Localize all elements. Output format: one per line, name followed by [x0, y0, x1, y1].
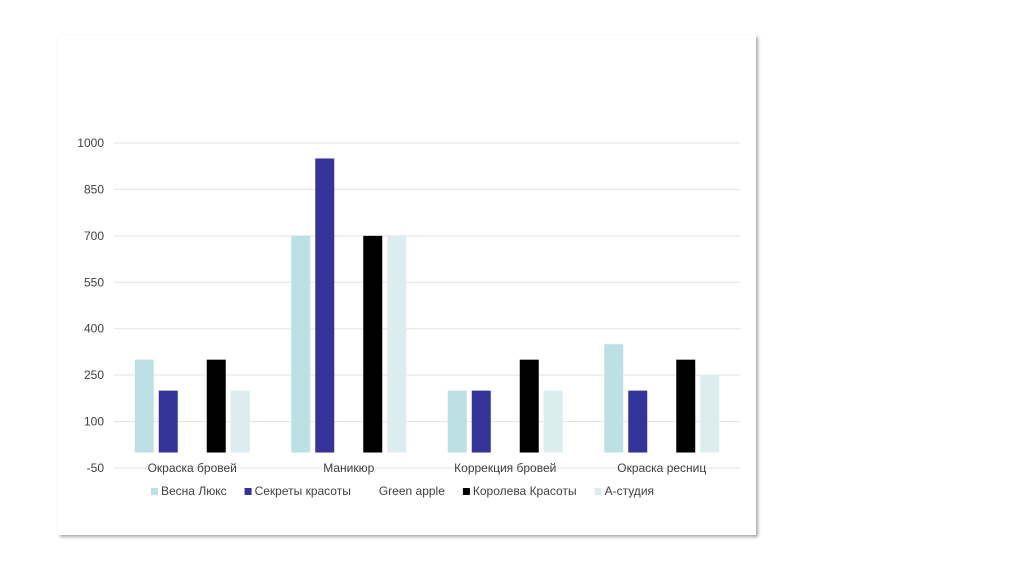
bar: [315, 158, 335, 453]
legend-swatch: [462, 488, 470, 495]
legend-swatch: [594, 488, 602, 495]
legend-item: Green apple: [368, 484, 445, 498]
legend-label: Секреты красоты: [255, 484, 351, 498]
legend-label: Весна Люкс: [161, 484, 227, 498]
legend-label: Green apple: [379, 484, 445, 498]
legend-item: А-студия: [594, 484, 654, 498]
bar: [700, 375, 720, 453]
y-tick-label: 250: [84, 368, 104, 382]
bar: [676, 359, 696, 453]
legend-item: Весна Люкс: [151, 484, 227, 498]
bar: [604, 344, 624, 453]
bar: [230, 390, 250, 453]
bar: [363, 235, 383, 453]
legend-swatch: [368, 488, 376, 495]
legend-item: Королева Красоты: [462, 484, 577, 498]
y-tick-label: 400: [84, 322, 104, 336]
bar: [447, 390, 467, 453]
x-category-label: Окраска бровей: [148, 461, 237, 475]
x-category-label: Маникюр: [323, 461, 374, 475]
bars: [134, 158, 720, 453]
x-axis-categories: Окраска бровей Маникюр Коррекция бровей Окр…: [148, 461, 707, 475]
legend-swatch: [244, 488, 252, 495]
bar: [387, 235, 407, 453]
bar: [158, 390, 178, 453]
bar: [471, 390, 491, 453]
bar: [628, 390, 648, 453]
legend-label: А-студия: [605, 484, 654, 498]
bar: [519, 359, 539, 453]
y-tick-label: -50: [87, 461, 105, 475]
legend-item: Секреты красоты: [244, 484, 351, 498]
bar: [291, 235, 311, 453]
y-axis-ticks: 1000 850 700 550 400 250 100 -50: [77, 136, 104, 475]
bar: [543, 390, 563, 453]
legend: Весна Люкс Секреты красоты Green apple Коро…: [151, 484, 654, 498]
x-category-label: Окраска ресниц: [617, 461, 706, 475]
x-category-label: Коррекция бровей: [454, 461, 556, 475]
y-tick-label: 850: [84, 182, 104, 196]
bar: [206, 359, 226, 453]
bar: [134, 359, 154, 453]
y-tick-label: 700: [84, 229, 104, 243]
y-tick-label: 1000: [77, 136, 104, 150]
legend-label: Королева Красоты: [473, 484, 577, 498]
legend-swatch: [151, 488, 158, 495]
y-tick-label: 100: [84, 415, 104, 429]
y-tick-label: 550: [84, 275, 104, 289]
